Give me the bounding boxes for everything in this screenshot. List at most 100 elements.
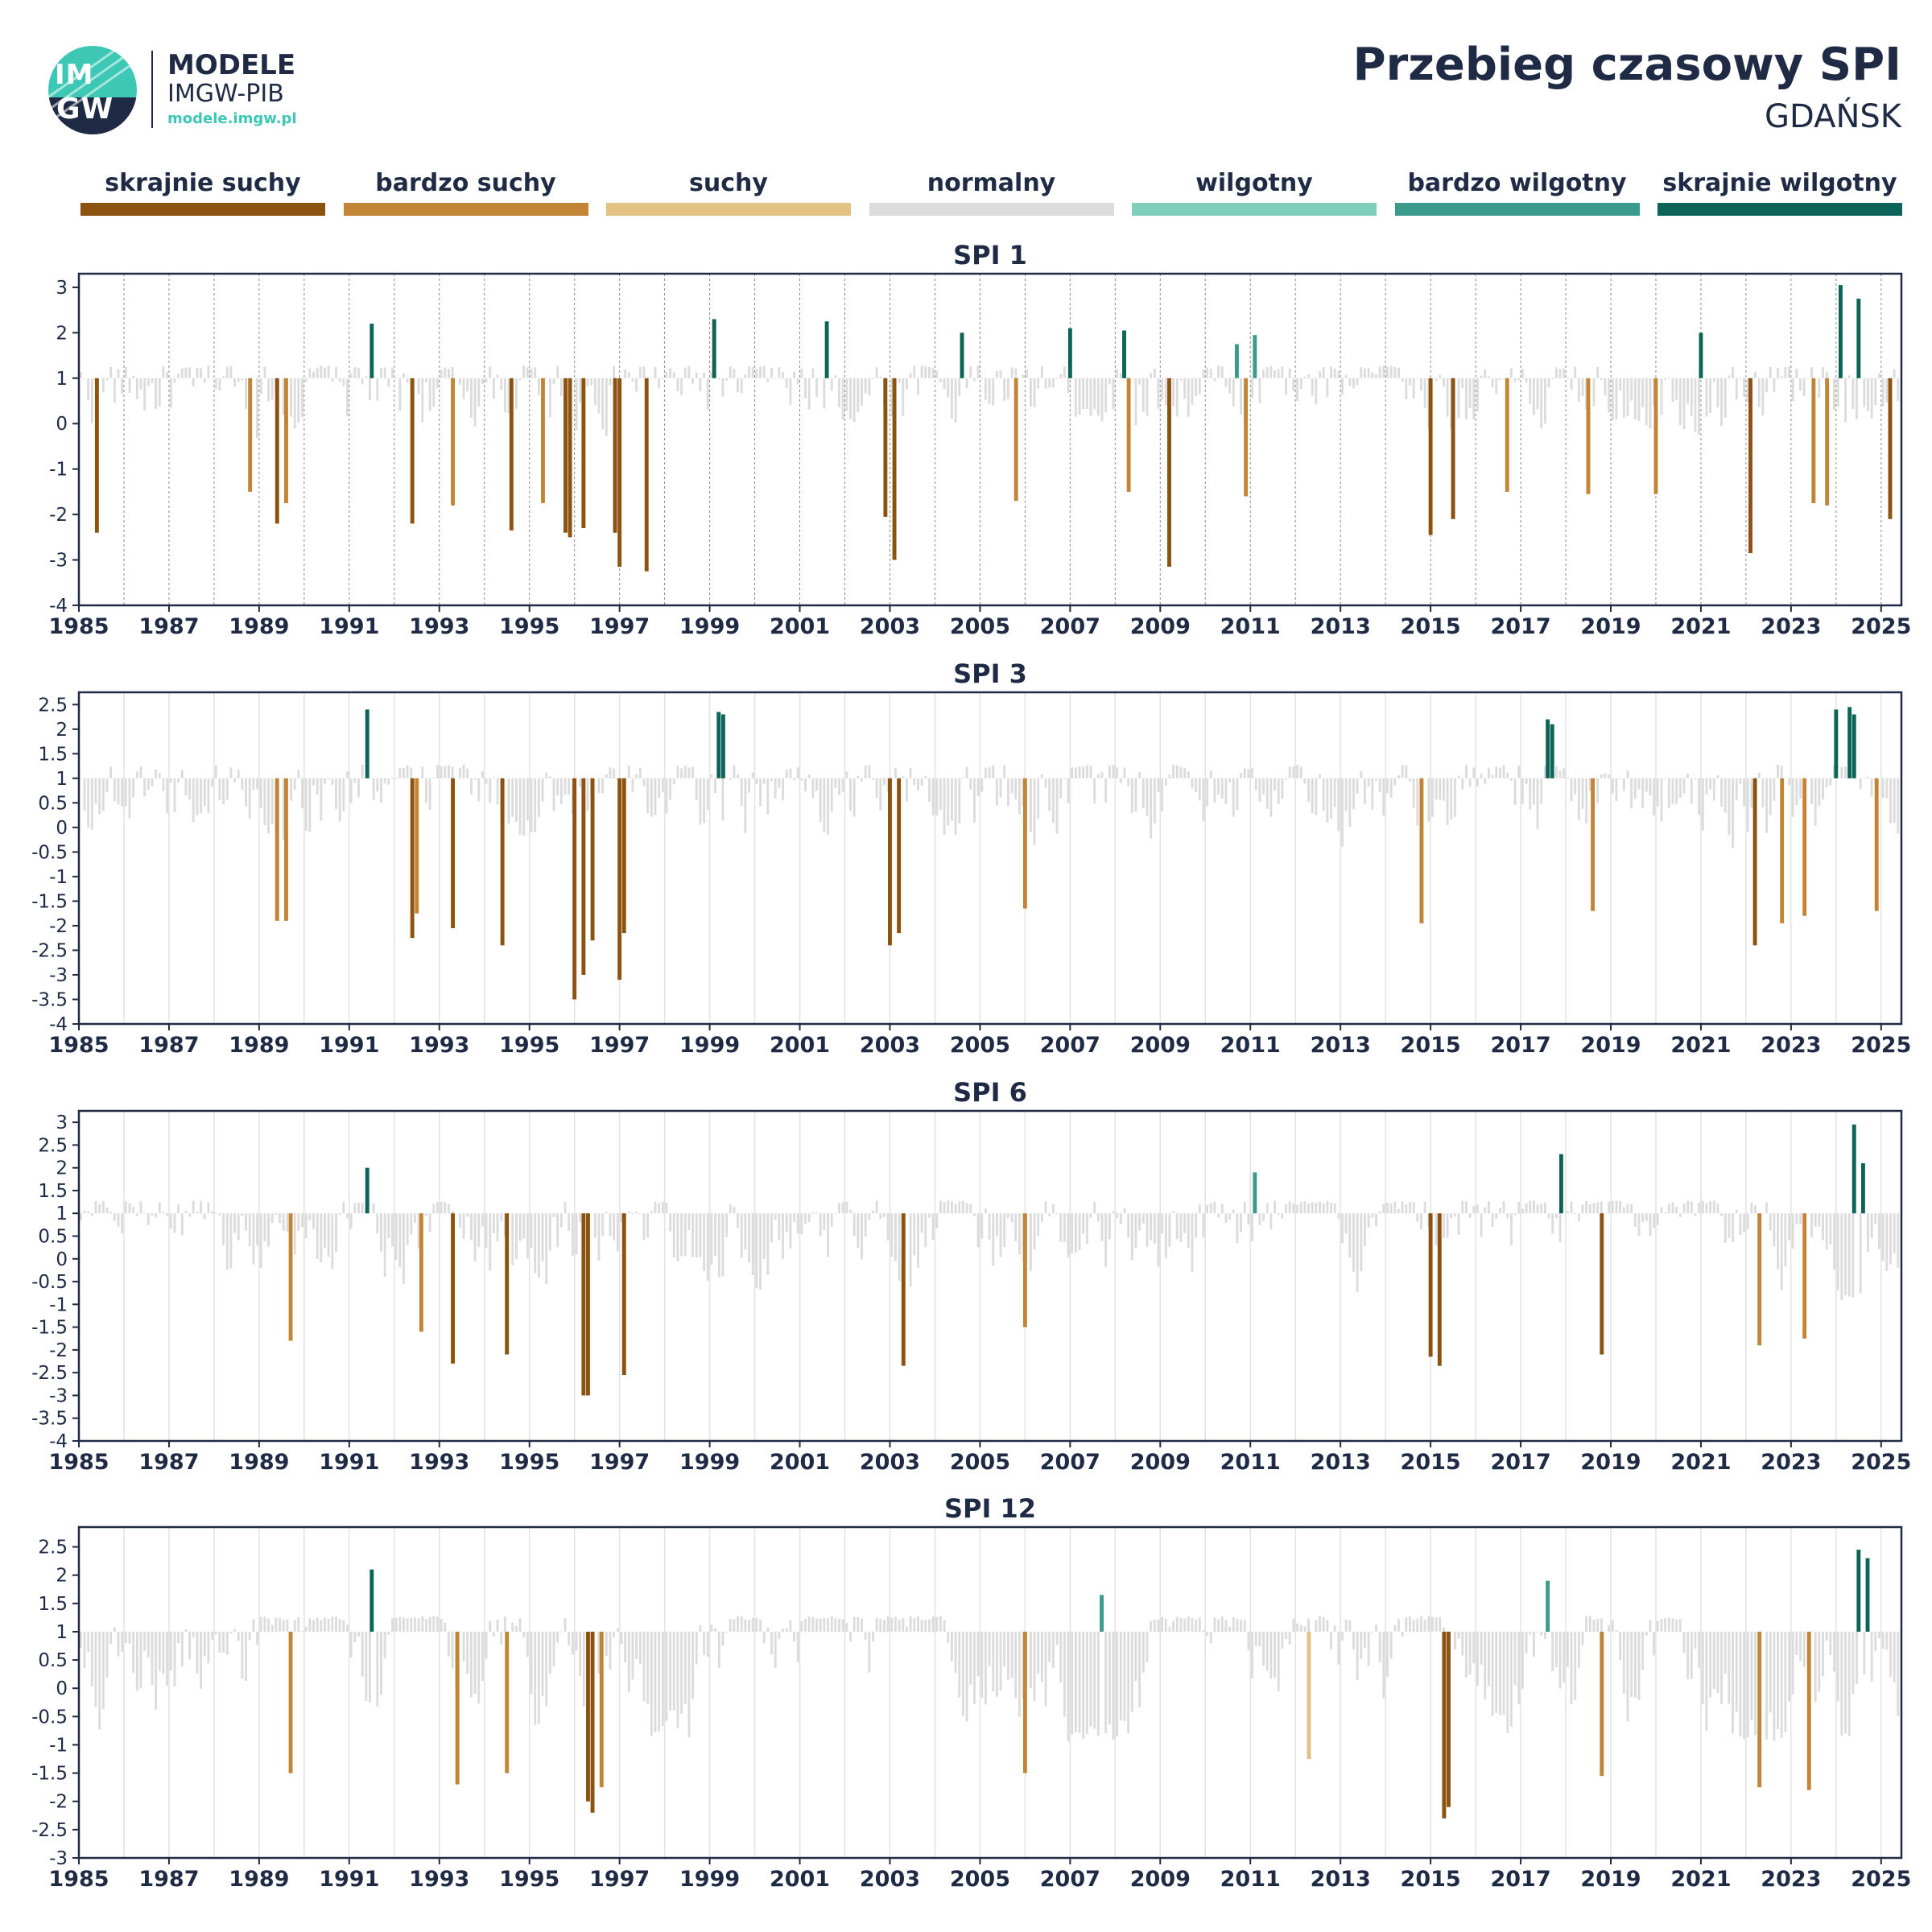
spi-bar [1641, 1631, 1645, 1670]
spi-bar [147, 378, 150, 386]
spi-bar [1806, 1631, 1811, 1790]
plot-frame [77, 272, 1903, 607]
spi-bar [811, 368, 815, 378]
imgw-logo[interactable]: IM GW MODELE IMGW-PIB modele.imgw.pl [48, 44, 314, 137]
spi-bar [1202, 369, 1205, 378]
spi-bar [841, 378, 844, 420]
spi-bar [1596, 778, 1600, 803]
spi-bar [1213, 1617, 1216, 1632]
x-tick-label: 2009 [1130, 1450, 1191, 1475]
spi-bar [349, 1213, 353, 1229]
spi-bar [121, 1631, 124, 1652]
spi-bar [710, 1213, 713, 1265]
spi-bar [1195, 1619, 1198, 1632]
spi-bar [301, 778, 303, 808]
spi-bar [196, 367, 199, 378]
spi-bar [1303, 1626, 1307, 1632]
spi-bar [1183, 1213, 1187, 1234]
spi-bar [1881, 378, 1885, 407]
spi-bar [1630, 1631, 1633, 1697]
spi-bar [349, 778, 353, 803]
spi-bar [1112, 765, 1115, 778]
spi-bar [214, 378, 217, 390]
spi-bar [1784, 1631, 1787, 1732]
spi-bar [1608, 378, 1611, 413]
spi-bar [1822, 778, 1824, 800]
spi-bar [158, 378, 161, 407]
spi-bar [1765, 1202, 1769, 1214]
spi-bar [1780, 376, 1783, 378]
spi-bar [1405, 378, 1408, 399]
spi-bar [841, 1619, 844, 1632]
spi-bar [995, 1213, 998, 1236]
spi-bar [428, 1616, 431, 1632]
spi-bar [721, 1213, 724, 1277]
spi-bar [1867, 378, 1869, 411]
y-tick-label: 2 [56, 720, 68, 741]
spi-bar [1633, 778, 1637, 799]
x-tick-label: 1987 [138, 614, 199, 639]
spi-bar [1356, 1213, 1359, 1293]
spi-bar [1566, 1631, 1569, 1668]
spi-bar [101, 778, 105, 811]
y-tick-label: 2 [56, 1158, 68, 1179]
spi-bar [1022, 1631, 1027, 1773]
spi-bar [687, 767, 691, 778]
spi-bar [361, 1203, 364, 1214]
spi-bar [327, 1619, 330, 1632]
spi-bar [1513, 1631, 1517, 1686]
spi-bar [1412, 378, 1415, 399]
x-tick-label: 1993 [409, 1450, 469, 1475]
spi-bar [184, 778, 188, 796]
spi-bar [1554, 1631, 1558, 1667]
spi-bar [1491, 1631, 1494, 1716]
spi-bar [462, 378, 465, 399]
spi-bar [695, 778, 698, 800]
spi-bar [349, 373, 353, 378]
spi-bar [1509, 778, 1513, 781]
legend-swatch [1657, 203, 1902, 216]
spi-bar [485, 378, 488, 383]
spi-bar [241, 778, 244, 791]
spi-bar [1777, 1631, 1779, 1730]
spi-bar [1750, 778, 1753, 808]
spi-bar [1224, 378, 1228, 387]
x-tick-label: 1989 [229, 1450, 289, 1475]
spi-bar [1453, 778, 1456, 817]
spi-bar [559, 1213, 563, 1228]
spi-bar [807, 1616, 811, 1632]
spi-bar [559, 378, 563, 396]
spi-bar [1382, 1631, 1385, 1699]
spi-bar [357, 1202, 360, 1214]
spi-bar [1502, 1631, 1505, 1715]
spi-bar [1265, 1203, 1269, 1214]
spi-bar [1360, 367, 1363, 378]
spi-bar [1202, 1629, 1205, 1632]
spi-bar [909, 373, 912, 378]
spi-bar [861, 378, 863, 407]
spi-bar [961, 1631, 964, 1716]
spi-bar [778, 1631, 781, 1639]
logo-url[interactable]: modele.imgw.pl [167, 110, 297, 127]
spi-bar [1209, 1203, 1212, 1214]
spi-bar [1532, 378, 1535, 415]
spi-bar [1265, 1631, 1269, 1671]
spi-bar [1175, 1213, 1179, 1240]
spi-bar [353, 778, 357, 783]
x-tick-label: 2019 [1580, 1867, 1641, 1892]
spi-bar [796, 767, 799, 778]
y-tick-label: -4 [49, 1431, 68, 1452]
spi-bar [1322, 778, 1325, 811]
spi-bar [725, 378, 729, 382]
x-tick-label: 2007 [1040, 1450, 1100, 1475]
spi-bar [819, 778, 822, 823]
spi-bar [800, 368, 803, 378]
spi-bar [1525, 1203, 1528, 1214]
spi-bar [1550, 724, 1554, 778]
x-tick-label: 1991 [319, 614, 379, 639]
spi-bar [263, 366, 266, 378]
legend-label: normalny [927, 169, 1056, 197]
spi-bar [1698, 1203, 1701, 1214]
spi-bar [1626, 1203, 1629, 1214]
spi-bar [436, 1616, 439, 1632]
